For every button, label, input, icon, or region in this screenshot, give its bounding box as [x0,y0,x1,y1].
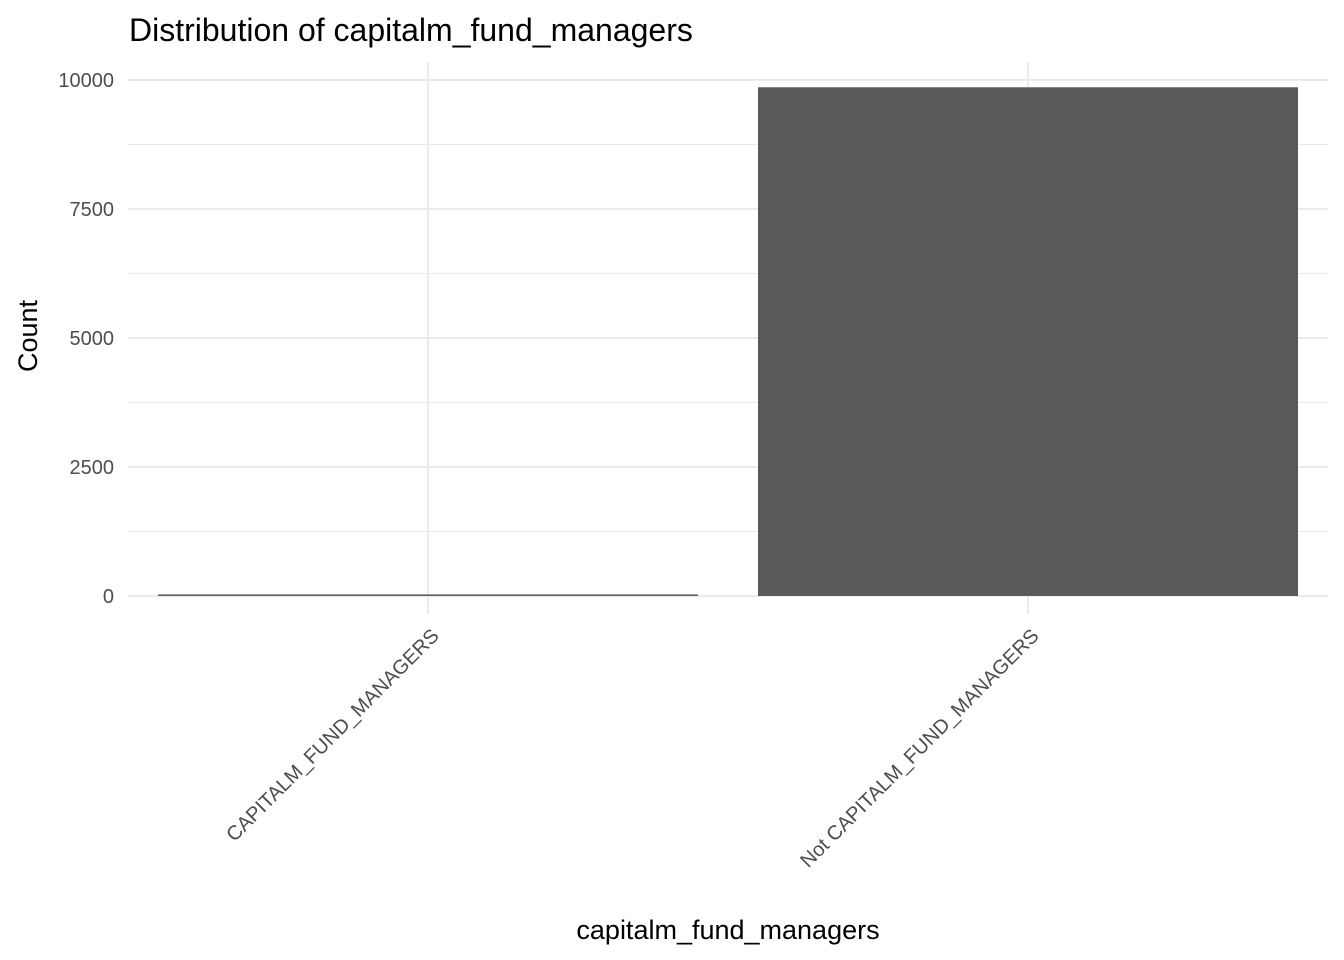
x-axis-title: capitalm_fund_managers [576,915,879,945]
y-tick-label: 2500 [70,457,115,479]
x-axis-tick-labels: CAPITALM_FUND_MANAGERS Not CAPITALM_FUND_… [222,625,1043,872]
y-axis-title: Count [13,299,43,372]
y-tick-label: 5000 [70,328,115,350]
x-tick-label: Not CAPITALM_FUND_MANAGERS [796,625,1043,872]
y-tick-label: 0 [103,586,114,608]
bars [158,87,1298,596]
x-tick-label: CAPITALM_FUND_MANAGERS [222,625,443,846]
y-axis-tick-labels: 0 2500 5000 7500 10000 [58,70,114,608]
bar [758,87,1298,596]
bar [158,594,698,596]
y-tick-label: 7500 [70,199,115,221]
y-tick-label: 10000 [58,70,114,92]
chart-title: Distribution of capitalm_fund_managers [129,12,693,48]
